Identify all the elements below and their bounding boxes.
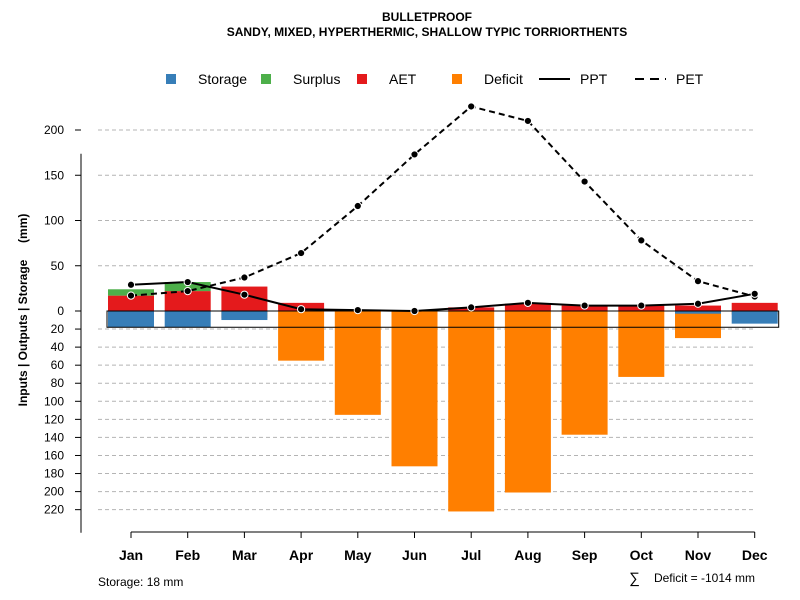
y-tick-label: 100 — [44, 394, 64, 408]
ppt-point — [353, 305, 362, 315]
y-tick-label: 50 — [51, 259, 65, 273]
pet-point — [693, 277, 703, 286]
ppt-line — [130, 281, 755, 313]
pet-point — [410, 150, 419, 159]
storage-bar — [108, 311, 154, 328]
ppt-point — [637, 301, 646, 310]
x-tick-label: Aug — [514, 547, 541, 563]
pet-point — [297, 248, 306, 258]
y-tick-label: 200 — [44, 123, 64, 137]
y-axis-label: Inputs | Outputs | Storage (mm) — [16, 214, 30, 407]
y-tick-label: 0 — [57, 304, 64, 318]
aet-bar — [675, 305, 721, 311]
y-tick-label: 20 — [51, 322, 65, 336]
deficit-bar — [618, 311, 665, 377]
y-tick-label: 140 — [44, 430, 64, 444]
deficit-bar — [278, 311, 325, 361]
bars-layer — [108, 282, 778, 512]
x-tick-label: Feb — [175, 547, 200, 563]
pet-point — [353, 201, 362, 211]
legend-label-surplus: Surplus — [293, 71, 340, 87]
x-tick-label: Jun — [402, 547, 427, 563]
ppt-point — [467, 303, 476, 312]
ppt-point — [410, 306, 419, 316]
aet-bar — [504, 303, 551, 311]
ppt-point — [693, 299, 703, 308]
pet-point — [240, 273, 249, 282]
legend-label-ppt: PPT — [580, 71, 608, 87]
x-tick-label: Nov — [685, 547, 712, 563]
x-tick-label: Sep — [572, 547, 598, 563]
legend: Storage Surplus AET Deficit PPT PET — [166, 71, 704, 87]
storage-bar — [731, 311, 778, 324]
legend-swatch-deficit — [452, 74, 462, 84]
storage-note: Storage: 18 mm — [98, 575, 183, 589]
ppt-point — [580, 301, 589, 310]
x-tick-label: Apr — [289, 547, 314, 563]
chart-subtitle: SANDY, MIXED, HYPERTHERMIC, SHALLOW TYPI… — [227, 25, 627, 39]
y-tick-label: 160 — [44, 448, 64, 462]
x-tick-label: Jul — [461, 547, 481, 563]
legend-label-aet: AET — [389, 71, 417, 87]
ppt-point — [183, 277, 192, 287]
ppt-point — [523, 298, 533, 307]
y-tick-label: 40 — [51, 340, 65, 354]
legend-label-pet: PET — [676, 71, 704, 87]
x-tick-label: Jan — [119, 547, 143, 563]
storage-bar — [221, 311, 268, 321]
axes-layer: 0 50 100 150 200 20 40 60 80 100 120 140 160 180 200 22… — [44, 123, 768, 563]
legend-swatch-storage — [166, 74, 176, 84]
ppt-point — [750, 289, 759, 298]
pet-point — [126, 291, 136, 300]
legend-label-storage: Storage — [198, 71, 247, 87]
y-tick-label: 100 — [44, 214, 64, 228]
sigma-symbol: ∑ — [629, 570, 640, 587]
y-tick-label: 200 — [44, 485, 64, 499]
chart-title: BULLETPROOF — [382, 10, 472, 24]
deficit-bar — [504, 311, 551, 493]
deficit-bar — [391, 311, 438, 467]
x-tick-label: Oct — [630, 547, 654, 563]
pet-point — [467, 102, 476, 111]
legend-swatch-aet — [357, 74, 367, 84]
pet-point — [183, 286, 192, 296]
deficit-bar — [561, 311, 608, 435]
legend-label-deficit: Deficit — [484, 71, 523, 87]
y-tick-label: 120 — [44, 412, 64, 426]
x-tick-label: May — [344, 547, 371, 563]
aet-bar — [731, 302, 778, 311]
storage-capacity-box — [106, 310, 780, 328]
storage-bar — [675, 311, 721, 314]
deficit-bar — [448, 311, 495, 512]
ppt-point — [240, 290, 249, 299]
deficit-total: Deficit = -1014 mm — [654, 571, 755, 585]
ppt-point — [297, 305, 306, 314]
aet-bar — [108, 295, 154, 311]
x-tick-label: Dec — [742, 547, 768, 563]
pet-point — [580, 177, 589, 186]
y-tick-label: 220 — [44, 503, 64, 517]
deficit-bar — [334, 311, 381, 415]
legend-swatch-surplus — [261, 74, 271, 84]
ppt-point — [126, 280, 136, 289]
pet-point — [637, 236, 646, 245]
lines-layer — [126, 102, 759, 316]
y-tick-label: 60 — [51, 358, 65, 372]
deficit-bar — [675, 311, 721, 339]
y-tick-label: 150 — [44, 168, 64, 182]
pet-line — [130, 105, 755, 298]
aet-bar — [164, 291, 211, 311]
pet-point — [523, 116, 533, 126]
y-tick-label: 180 — [44, 467, 64, 481]
storage-bar — [164, 311, 211, 328]
surplus-bar — [164, 282, 211, 292]
y-tick-label: 80 — [51, 376, 65, 390]
x-tick-label: Mar — [232, 547, 257, 563]
